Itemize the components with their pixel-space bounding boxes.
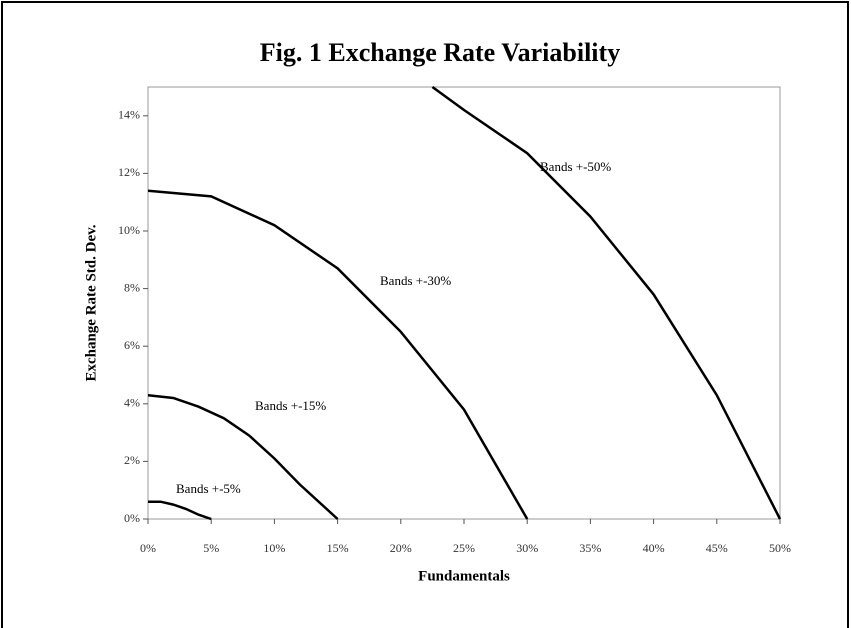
y-axis-label: Exchange Rate Std. Dev. — [83, 224, 99, 381]
plot-area — [147, 86, 781, 520]
y-tick-label: 6% — [124, 338, 140, 352]
x-tick-label: 20% — [390, 541, 412, 555]
curve — [148, 189, 529, 520]
curve — [148, 393, 339, 520]
x-tick-label: 15% — [327, 541, 349, 555]
x-tick-label: 50% — [769, 541, 791, 555]
x-tick-label: 30% — [516, 541, 538, 555]
x-tick-label: 25% — [453, 541, 475, 555]
y-tick-label: 0% — [124, 511, 140, 525]
curve — [148, 500, 212, 520]
x-tick-label: 0% — [140, 541, 156, 555]
y-tick-label: 4% — [124, 396, 140, 410]
y-tick-label: 10% — [118, 223, 140, 237]
curve-label: Bands +-30% — [380, 273, 451, 288]
chart-title: Fig. 1 Exchange Rate Variability — [260, 38, 620, 67]
y-tick-label: 14% — [118, 108, 140, 122]
x-tick-label: 5% — [203, 541, 219, 555]
x-tick-label: 40% — [643, 541, 665, 555]
curve-label: Bands +-5% — [176, 481, 241, 496]
x-tick-label: 10% — [263, 541, 285, 555]
y-tick-label: 2% — [124, 453, 140, 467]
x-tick-label: 45% — [706, 541, 728, 555]
curve — [431, 86, 781, 520]
x-axis-label: Fundamentals — [418, 568, 510, 584]
curve-label: Bands +-15% — [255, 398, 326, 413]
x-tick-label: 35% — [579, 541, 601, 555]
y-tick-label: 12% — [118, 165, 140, 179]
y-tick-label: 8% — [124, 280, 140, 294]
curve-label: Bands +-50% — [540, 159, 611, 174]
